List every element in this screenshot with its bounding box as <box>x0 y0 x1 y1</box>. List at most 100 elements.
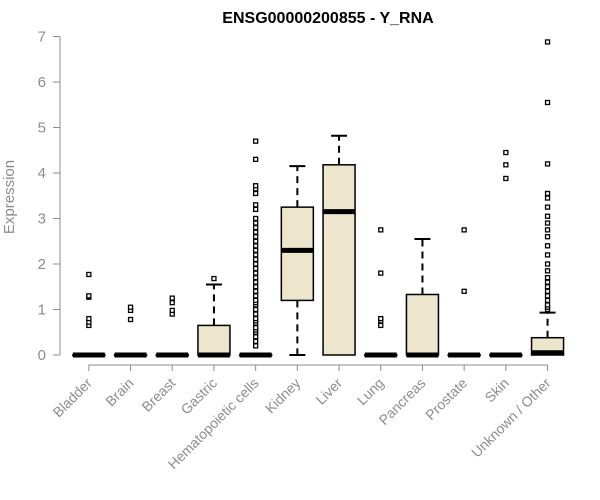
y-tick-label: 7 <box>38 29 46 46</box>
outlier-point <box>544 261 551 267</box>
outlier-point <box>252 274 259 281</box>
outlier-point <box>544 302 551 308</box>
box-group <box>72 271 106 358</box>
x-tick-label: Prostate <box>422 375 470 423</box>
x-tick-label: Unknown / Other <box>468 375 554 461</box>
iqr-box <box>280 206 315 302</box>
x-tick-label: Brain <box>102 375 136 409</box>
outlier-point <box>544 190 551 197</box>
outlier-point <box>544 243 551 249</box>
outlier-point <box>252 252 259 258</box>
outlier-point <box>544 297 551 304</box>
outlier-point <box>169 300 175 306</box>
outlier-point <box>252 243 259 249</box>
outlier-point <box>252 315 259 322</box>
iqr-box <box>405 293 440 356</box>
x-tick-label: Skin <box>481 375 512 406</box>
outlier-point <box>252 234 259 240</box>
outlier-point <box>544 99 551 106</box>
outlier-point <box>252 238 259 244</box>
outlier-point <box>252 183 259 189</box>
outlier-point <box>544 227 551 233</box>
outlier-point <box>252 156 259 163</box>
outlier-point <box>544 274 551 281</box>
y-tick-label: 0 <box>38 347 46 364</box>
outlier-point <box>544 39 551 45</box>
outlier-point <box>544 161 551 167</box>
outlier-point <box>252 338 259 345</box>
outlier-point <box>378 322 384 329</box>
outlier-point <box>544 268 551 274</box>
outlier-point <box>252 270 259 276</box>
outlier-point <box>86 293 92 299</box>
outlier-point <box>503 175 509 182</box>
outlier-point <box>378 227 384 233</box>
y-axis-label: Expression <box>1 160 18 234</box>
outlier-point <box>252 256 259 263</box>
outlier-point <box>252 190 259 197</box>
y-tick-label: 5 <box>38 120 46 137</box>
outlier-point <box>544 288 551 294</box>
outlier-point <box>461 227 467 233</box>
x-tick-label: Liver <box>312 375 345 408</box>
box-group <box>280 165 315 356</box>
outlier-point <box>252 297 259 304</box>
outlier-point <box>544 234 551 240</box>
outlier-point <box>252 293 259 299</box>
outlier-point <box>252 311 259 317</box>
box-group <box>530 39 565 356</box>
box-group <box>322 134 356 356</box>
outlier-point <box>252 261 259 267</box>
box-group <box>447 227 481 358</box>
outlier-point <box>544 252 551 258</box>
outlier-point <box>127 304 134 310</box>
y-tick-label: 3 <box>38 211 46 228</box>
outlier-point <box>252 206 259 213</box>
outlier-point <box>378 315 384 322</box>
outlier-point <box>252 334 259 340</box>
outlier-point <box>252 306 259 313</box>
box-group <box>489 149 523 358</box>
outlier-point <box>252 284 259 290</box>
outlier-point <box>127 316 134 323</box>
outlier-point <box>544 195 551 201</box>
box-group <box>155 295 189 358</box>
boxes <box>72 39 565 358</box>
outlier-point <box>544 213 551 219</box>
outlier-point <box>252 265 259 272</box>
outlier-point <box>252 325 259 331</box>
outlier-point <box>252 224 259 231</box>
outlier-point <box>252 279 259 285</box>
box-group <box>113 304 148 358</box>
outlier-point <box>544 284 551 290</box>
outlier-point <box>252 288 259 294</box>
outlier-point <box>86 271 92 278</box>
outlier-point <box>252 220 259 226</box>
outlier-point <box>211 275 217 282</box>
outlier-point <box>252 229 259 235</box>
outlier-point <box>252 343 259 349</box>
iqr-box <box>322 164 356 356</box>
box-group <box>405 237 440 358</box>
outlier-point <box>252 215 259 222</box>
box-group <box>197 275 231 358</box>
box-group <box>364 227 398 358</box>
outlier-point <box>544 220 551 226</box>
x-tick-label: Bladder <box>50 375 96 421</box>
outlier-point <box>169 295 175 301</box>
outlier-point <box>461 288 467 294</box>
y-tick-label: 2 <box>38 256 46 273</box>
chart-title: ENSG00000200855 - Y_RNA <box>222 10 434 27</box>
y-tick-label: 1 <box>38 302 46 319</box>
x-tick-label: Kidney <box>262 375 304 417</box>
outlier-point <box>544 279 551 285</box>
outlier-point <box>503 149 509 156</box>
box-group <box>238 138 273 358</box>
outlier-point <box>503 162 509 168</box>
outlier-point <box>544 293 551 299</box>
y-tick-label: 6 <box>38 74 46 91</box>
y-tick-label: 4 <box>38 165 46 182</box>
outlier-point <box>169 307 175 314</box>
